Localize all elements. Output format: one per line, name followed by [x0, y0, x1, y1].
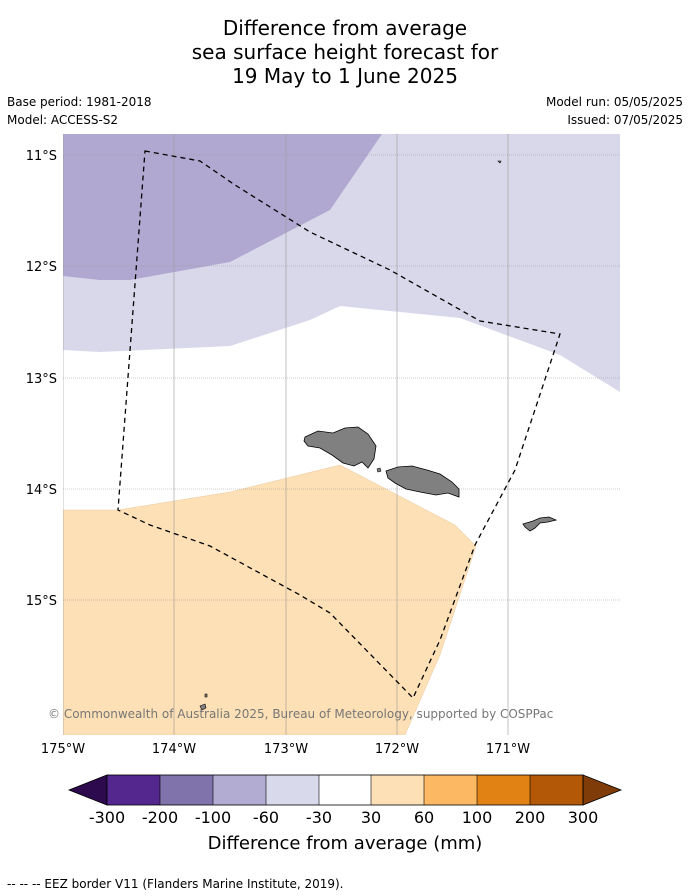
lon-label-171w: 171°W [486, 742, 530, 757]
eez-border [117, 150, 561, 700]
graticule [63, 134, 620, 735]
colorbar-bin-1 [107, 775, 160, 805]
colorbar-tick-label: 30 [360, 808, 382, 827]
colorbar-bin-3 [213, 775, 266, 805]
colorbar-extend-low [67, 774, 108, 806]
lat-label-14s: 14°S [26, 483, 57, 498]
colorbar-bin-8 [477, 775, 530, 805]
colorbar-bin-5 [319, 775, 371, 805]
colorbar-tick-label: 60 [413, 808, 435, 827]
colorbar-bin-4 [266, 775, 319, 805]
colorbar [67, 774, 623, 806]
colorbar-tick-label: 300 [567, 808, 599, 827]
title-line-1: Difference from average [222, 16, 468, 40]
colorbar-bin-6 [371, 775, 424, 805]
tutuila-island [522, 516, 558, 532]
savaii-island [303, 426, 377, 469]
lat-label-12s: 12°S [26, 260, 57, 275]
upolu-island [385, 465, 460, 498]
model-run-text: Model run: 05/05/2025 [545, 95, 683, 109]
colorbar-tick-label: -60 [252, 808, 280, 827]
colorbar-bin-7 [424, 775, 477, 805]
colorbar-tick-label: -100 [194, 808, 232, 827]
issued-text: Issued: 07/05/2025 [567, 113, 683, 127]
colorbar-tick-label: -200 [141, 808, 179, 827]
lon-label-173w: 173°W [264, 742, 308, 757]
lat-label-13s: 13°S [26, 372, 57, 387]
title-line-3: 19 May to 1 June 2025 [232, 64, 458, 88]
lat-label-11s: 11°S [26, 149, 57, 164]
colorbar-tick-label: 100 [461, 808, 493, 827]
lon-label-172w: 172°W [375, 742, 419, 757]
model-text: Model: ACCESS-S2 [7, 113, 119, 127]
colorbar-tick-label: 200 [514, 808, 546, 827]
colorbar-bin-9 [530, 775, 583, 805]
eez-footnote: -- -- -- EEZ border V11 (Flanders Marine… [7, 877, 344, 891]
swains-islet [497, 160, 502, 164]
title-line-2: sea surface height forecast for [191, 40, 499, 64]
colorbar-title: Difference from average (mm) [207, 833, 483, 854]
lon-label-174w: 174°W [152, 742, 196, 757]
anomaly-zone-minus-100-60 [63, 134, 382, 280]
colorbar-tick-label: -30 [305, 808, 333, 827]
colorbar-tick-label: -300 [88, 808, 126, 827]
base-period-text: Base period: 1981-2018 [7, 95, 152, 109]
copyright-text: © Commonwealth of Australia 2025, Bureau… [48, 707, 553, 721]
rose-atoll [199, 703, 207, 711]
small-islet [204, 693, 208, 698]
lon-label-175w: 175°W [41, 742, 85, 757]
colorbar-extend-high [582, 774, 623, 806]
manono-islet [376, 467, 382, 473]
lat-label-15s: 15°S [26, 594, 57, 609]
colorbar-bin-2 [160, 775, 213, 805]
